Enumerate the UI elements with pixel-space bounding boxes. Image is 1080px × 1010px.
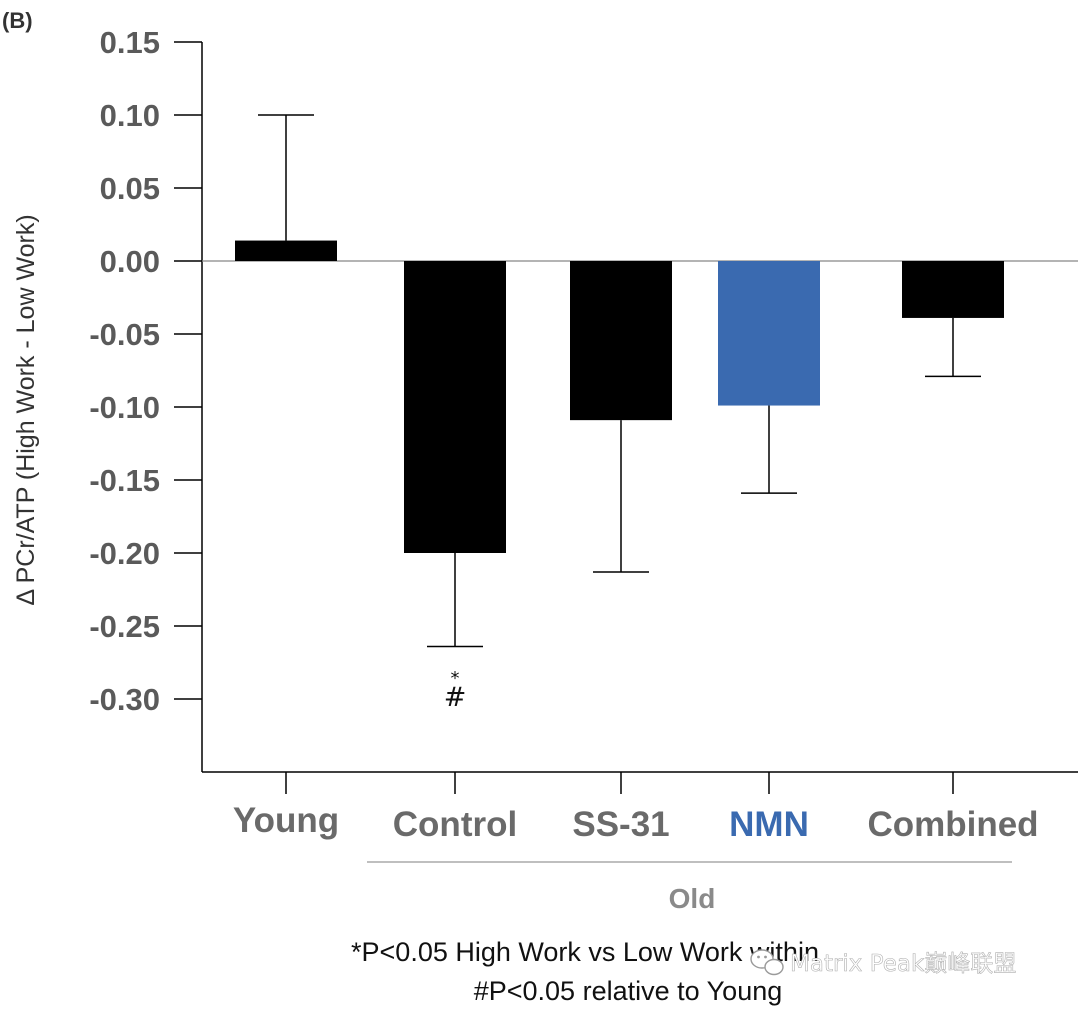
group-label-old: Old	[669, 883, 716, 914]
bar-young	[235, 240, 337, 261]
panel-label: (B)	[2, 8, 33, 33]
x-category-label: NMN	[729, 805, 809, 844]
y-tick-label: -0.25	[89, 609, 160, 644]
y-tick-label: 0.05	[100, 171, 160, 206]
bar-combined	[902, 261, 1004, 318]
x-category-label: Young	[233, 801, 339, 840]
y-tick-label: -0.20	[89, 536, 160, 571]
watermark-text: Matrix Peak巅峰联盟	[790, 951, 1016, 977]
x-category-label: SS-31	[572, 805, 669, 844]
y-tick-label: 0.00	[100, 244, 160, 279]
bar-nmn	[718, 261, 820, 406]
y-tick-label: -0.05	[89, 317, 160, 352]
watermark: Matrix Peak巅峰联盟	[750, 949, 1017, 977]
bars	[235, 240, 1004, 553]
footnote-2: #P<0.05 relative to Young	[474, 976, 783, 1006]
bar-ss-31	[570, 261, 672, 421]
y-tick-label: -0.10	[89, 390, 160, 425]
category-labels: Young Control SS-31 NMN Combined	[233, 772, 1039, 844]
y-ticks: 0.15 0.10 0.05 0.00 -0.05 -0.10 -0.15 -0.20 -0.2…	[89, 25, 202, 717]
bar-control	[404, 261, 506, 553]
y-axis-label: Δ PCr/ATP (High Work - Low Work)	[12, 214, 40, 605]
wechat-icon	[750, 949, 784, 976]
y-tick-label: -0.30	[89, 682, 160, 717]
y-tick-label: 0.15	[100, 25, 160, 60]
y-tick-label: -0.15	[89, 463, 160, 498]
footnote-1: *P<0.05 High Work vs Low Work within	[351, 937, 819, 967]
y-tick-label: 0.10	[100, 98, 160, 133]
significance-hash: #	[444, 682, 467, 713]
significance-star: *	[451, 668, 460, 689]
x-category-label: Control	[393, 805, 517, 844]
x-category-label: Combined	[867, 805, 1038, 844]
error-bars	[258, 114, 981, 648]
